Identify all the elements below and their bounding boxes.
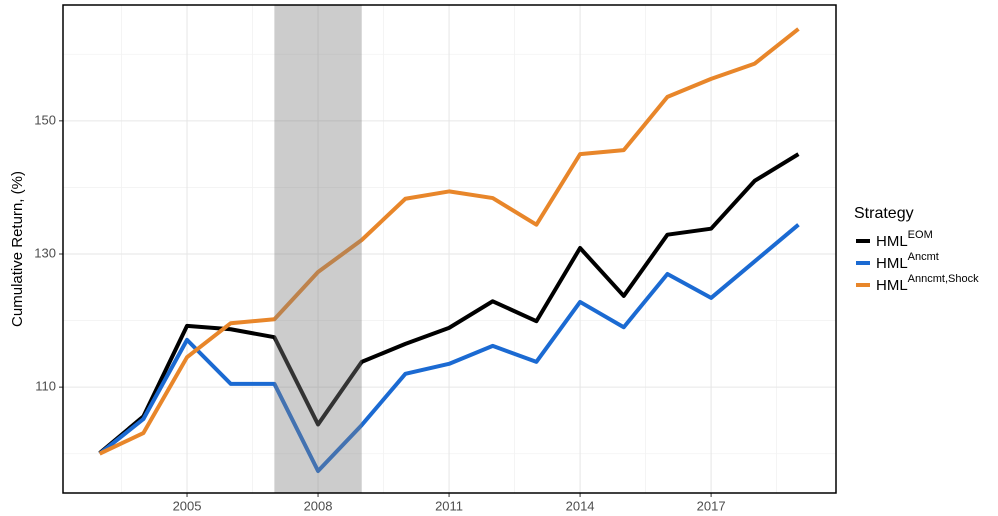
x-tick-label: 2014 <box>566 498 595 513</box>
plot-border <box>62 4 837 494</box>
legend-label: HMLAncmt <box>876 251 939 272</box>
series-line <box>98 152 800 455</box>
legend-superscript: Ancmt <box>908 251 939 263</box>
legend-name: HML <box>876 233 908 250</box>
y-tick-label: 130 <box>34 245 56 260</box>
y-tick-label: 110 <box>35 379 56 394</box>
y-axis-label: Cumulative Return, (%) <box>9 171 26 327</box>
legend-name: HML <box>876 255 908 272</box>
x-tick-label: 2011 <box>435 498 463 513</box>
x-tick-label: 2008 <box>304 498 333 513</box>
legend-name: HML <box>876 277 908 294</box>
legend-superscript: EOM <box>908 229 933 241</box>
series-line <box>98 27 800 456</box>
legend-title: Strategy <box>854 205 914 222</box>
shaded-region <box>274 5 362 493</box>
legend-label: HMLEOM <box>876 229 933 250</box>
y-tick-label: 150 <box>34 112 56 127</box>
x-tick-label: 2005 <box>173 498 202 513</box>
legend-label: HMLAnncmt,Shock <box>876 273 979 294</box>
series-line <box>98 223 800 474</box>
legend-superscript: Anncmt,Shock <box>908 273 979 285</box>
x-tick-label: 2017 <box>697 498 726 513</box>
